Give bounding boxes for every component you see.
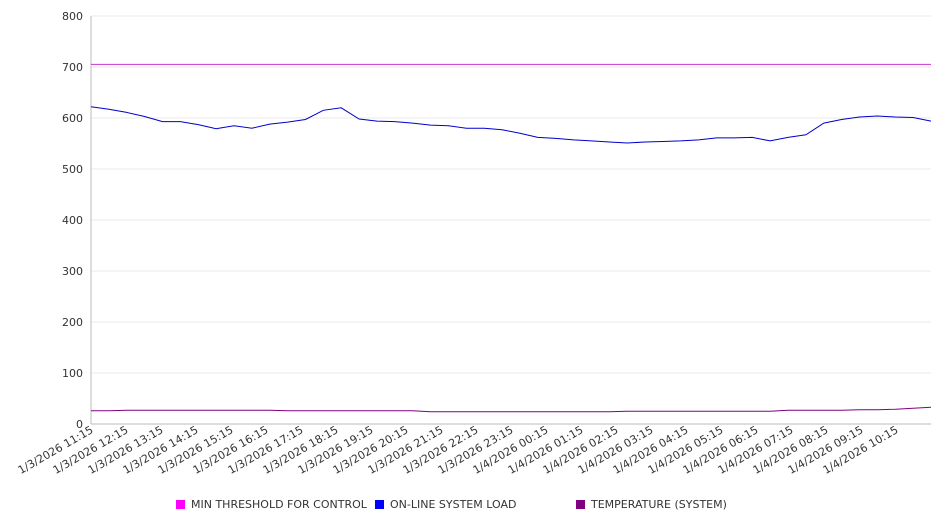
y-tick-label-400: 400 xyxy=(62,214,83,227)
legend-swatch-online-system-load xyxy=(375,500,384,509)
y-tick-label-800: 800 xyxy=(62,10,83,23)
legend-label-online-system-load: ON-LINE SYSTEM LOAD xyxy=(390,498,517,511)
legend-label-temperature-system: TEMPERATURE (SYSTEM) xyxy=(591,498,727,511)
legend-swatch-min-threshold xyxy=(176,500,185,509)
y-tick-label-0: 0 xyxy=(76,418,83,431)
series-line-on-line-system-load xyxy=(90,106,932,144)
y-tick-label-300: 300 xyxy=(62,265,83,278)
legend-item-temperature-system[interactable]: TEMPERATURE (SYSTEM) xyxy=(576,498,727,511)
y-tick-label-100: 100 xyxy=(62,367,83,380)
y-tick-label-600: 600 xyxy=(62,112,83,125)
y-tick-label-500: 500 xyxy=(62,163,83,176)
y-tick-label-200: 200 xyxy=(62,316,83,329)
y-tick-label-700: 700 xyxy=(62,61,83,74)
legend-item-min-threshold[interactable]: MIN THRESHOLD FOR CONTROL xyxy=(176,498,367,511)
legend-item-online-system-load[interactable]: ON-LINE SYSTEM LOAD xyxy=(375,498,516,511)
chart-legend: MIN THRESHOLD FOR CONTROL ON-LINE SYSTEM… xyxy=(0,498,946,514)
legend-label-min-threshold: MIN THRESHOLD FOR CONTROL xyxy=(191,498,367,511)
legend-swatch-temperature-system xyxy=(576,500,585,509)
series-line-temperature-system xyxy=(91,406,932,413)
